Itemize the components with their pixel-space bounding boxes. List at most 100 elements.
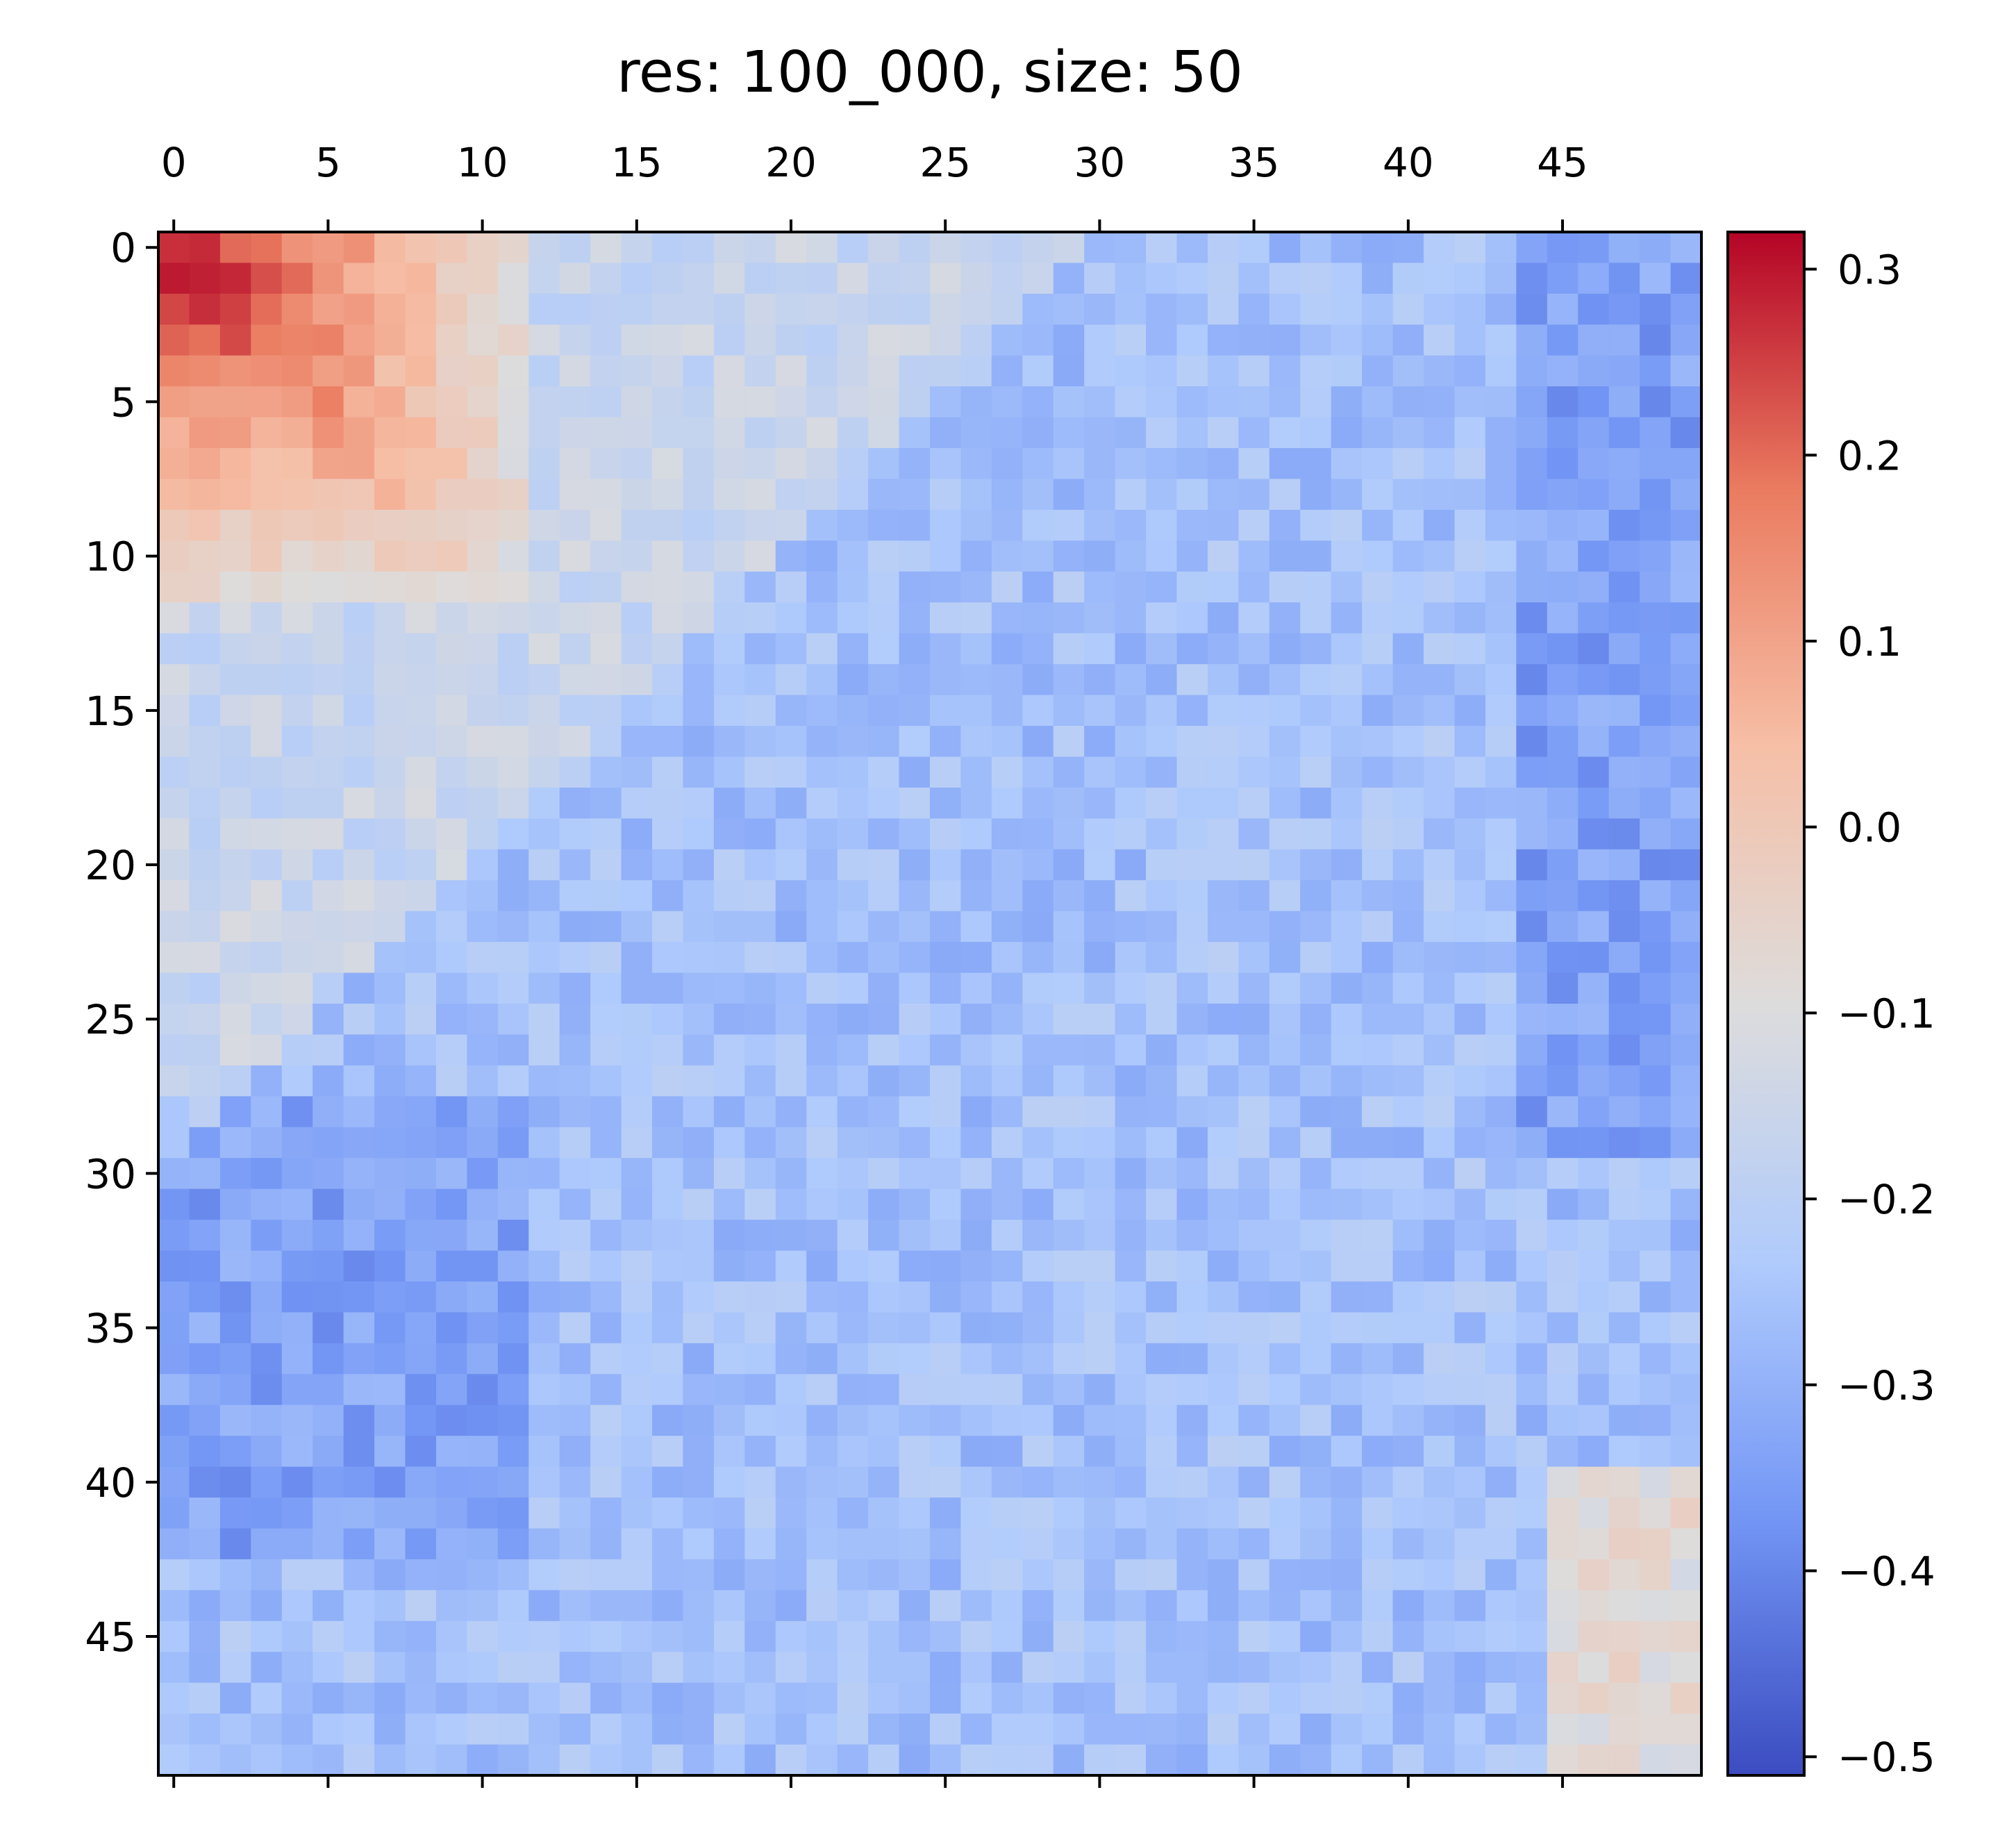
heatmap-cell (899, 756, 931, 788)
heatmap-cell (281, 479, 313, 511)
heatmap-cell (1454, 1312, 1486, 1344)
heatmap-cell (960, 633, 992, 665)
heatmap-cell (775, 1312, 807, 1344)
heatmap-cell (1424, 1158, 1456, 1190)
heatmap-cell (189, 1004, 221, 1036)
heatmap-cell (158, 417, 190, 449)
heatmap-cell (1670, 1343, 1702, 1375)
heatmap-cell (960, 1096, 992, 1128)
heatmap-cell (1238, 1312, 1270, 1344)
heatmap-cell (837, 726, 869, 758)
heatmap-cell (1115, 1281, 1147, 1313)
heatmap-cell (559, 1744, 591, 1776)
heatmap-cell (683, 263, 715, 295)
heatmap-cell (621, 571, 653, 603)
heatmap-cell (497, 1127, 529, 1159)
heatmap-cell (1670, 479, 1702, 511)
heatmap-cell (683, 1404, 715, 1436)
heatmap-cell (374, 293, 406, 325)
heatmap-cell (1670, 1096, 1702, 1128)
heatmap-cell (590, 1281, 622, 1313)
heatmap-cell (806, 1652, 838, 1684)
heatmap-cell (435, 1620, 467, 1652)
heatmap-cell (1392, 232, 1424, 264)
heatmap-cell (374, 1714, 406, 1745)
heatmap-cell (806, 1250, 838, 1282)
heatmap-cell (1238, 1065, 1270, 1097)
heatmap-cell (467, 818, 499, 850)
heatmap-cell (528, 293, 560, 325)
heatmap-cell (590, 1034, 622, 1066)
heatmap-cell (219, 479, 251, 511)
heatmap-cell (1485, 355, 1517, 387)
heatmap-cell (899, 1065, 931, 1097)
heatmap-cell (343, 1188, 375, 1220)
heatmap-cell (559, 386, 591, 418)
heatmap-cell (1053, 849, 1085, 881)
heatmap-cell (497, 1188, 529, 1220)
heatmap-cell (713, 1343, 745, 1375)
heatmap-cell (1516, 695, 1548, 727)
heatmap-cell (806, 818, 838, 850)
heatmap-cell (1485, 1374, 1517, 1406)
heatmap-cell (621, 1498, 653, 1529)
heatmap-cell (1608, 1466, 1640, 1498)
heatmap-cell (559, 232, 591, 264)
heatmap-cell (960, 664, 992, 696)
heatmap-cell (1176, 293, 1208, 325)
heatmap-cell (713, 386, 745, 418)
heatmap-cell (991, 232, 1023, 264)
heatmap-cell (405, 540, 437, 572)
heatmap-cell (1115, 386, 1147, 418)
heatmap-cell (930, 1096, 962, 1128)
heatmap-cell (868, 1096, 900, 1128)
heatmap-cell (1207, 1466, 1239, 1498)
heatmap-cell (343, 1034, 375, 1066)
heatmap-cell (405, 1158, 437, 1190)
heatmap-cell (1176, 1374, 1208, 1406)
heatmap-cell (497, 1498, 529, 1529)
heatmap-cell (590, 942, 622, 974)
heatmap-cell (930, 324, 962, 356)
heatmap-cell (1578, 1250, 1610, 1282)
heatmap-cell (837, 324, 869, 356)
heatmap-cell (374, 942, 406, 974)
heatmap-cell (1300, 1127, 1332, 1159)
heatmap-cell (899, 1620, 931, 1652)
heatmap-cell (405, 1652, 437, 1684)
heatmap-cell (497, 849, 529, 881)
heatmap-cell (1516, 293, 1548, 325)
heatmap-cell (1300, 1559, 1332, 1591)
heatmap-cell (1392, 324, 1424, 356)
heatmap-cell (435, 1559, 467, 1591)
heatmap-cell (1640, 1281, 1672, 1313)
heatmap-cell (1115, 849, 1147, 881)
heatmap-cell (189, 756, 221, 788)
heatmap-cell (837, 1744, 869, 1776)
heatmap-cell (1578, 1466, 1610, 1498)
heatmap-cell (467, 1065, 499, 1097)
heatmap-cell (1269, 1714, 1301, 1745)
heatmap-cell (1392, 1404, 1424, 1436)
heatmap-cell (652, 1466, 684, 1498)
heatmap-cell (1640, 1466, 1672, 1498)
heatmap-cell (621, 1652, 653, 1684)
heatmap-cell (1424, 1065, 1456, 1097)
heatmap-cell (1053, 880, 1085, 912)
heatmap-cell (405, 726, 437, 758)
heatmap-cell (899, 1004, 931, 1036)
heatmap-cell (1516, 324, 1548, 356)
heatmap-cell (1547, 1343, 1578, 1375)
heatmap-cell (1454, 509, 1486, 541)
heatmap-cell (1516, 1498, 1548, 1529)
heatmap-cell (1485, 1559, 1517, 1591)
heatmap-cell (1207, 1127, 1239, 1159)
heatmap-cell (251, 293, 283, 325)
heatmap-cell (1608, 1096, 1640, 1128)
heatmap-cell (405, 1096, 437, 1128)
heatmap-cell (374, 1158, 406, 1190)
heatmap-cell (1084, 972, 1116, 1004)
heatmap-cell (1207, 1682, 1239, 1714)
heatmap-cell (343, 540, 375, 572)
heatmap-cell (1207, 1620, 1239, 1652)
